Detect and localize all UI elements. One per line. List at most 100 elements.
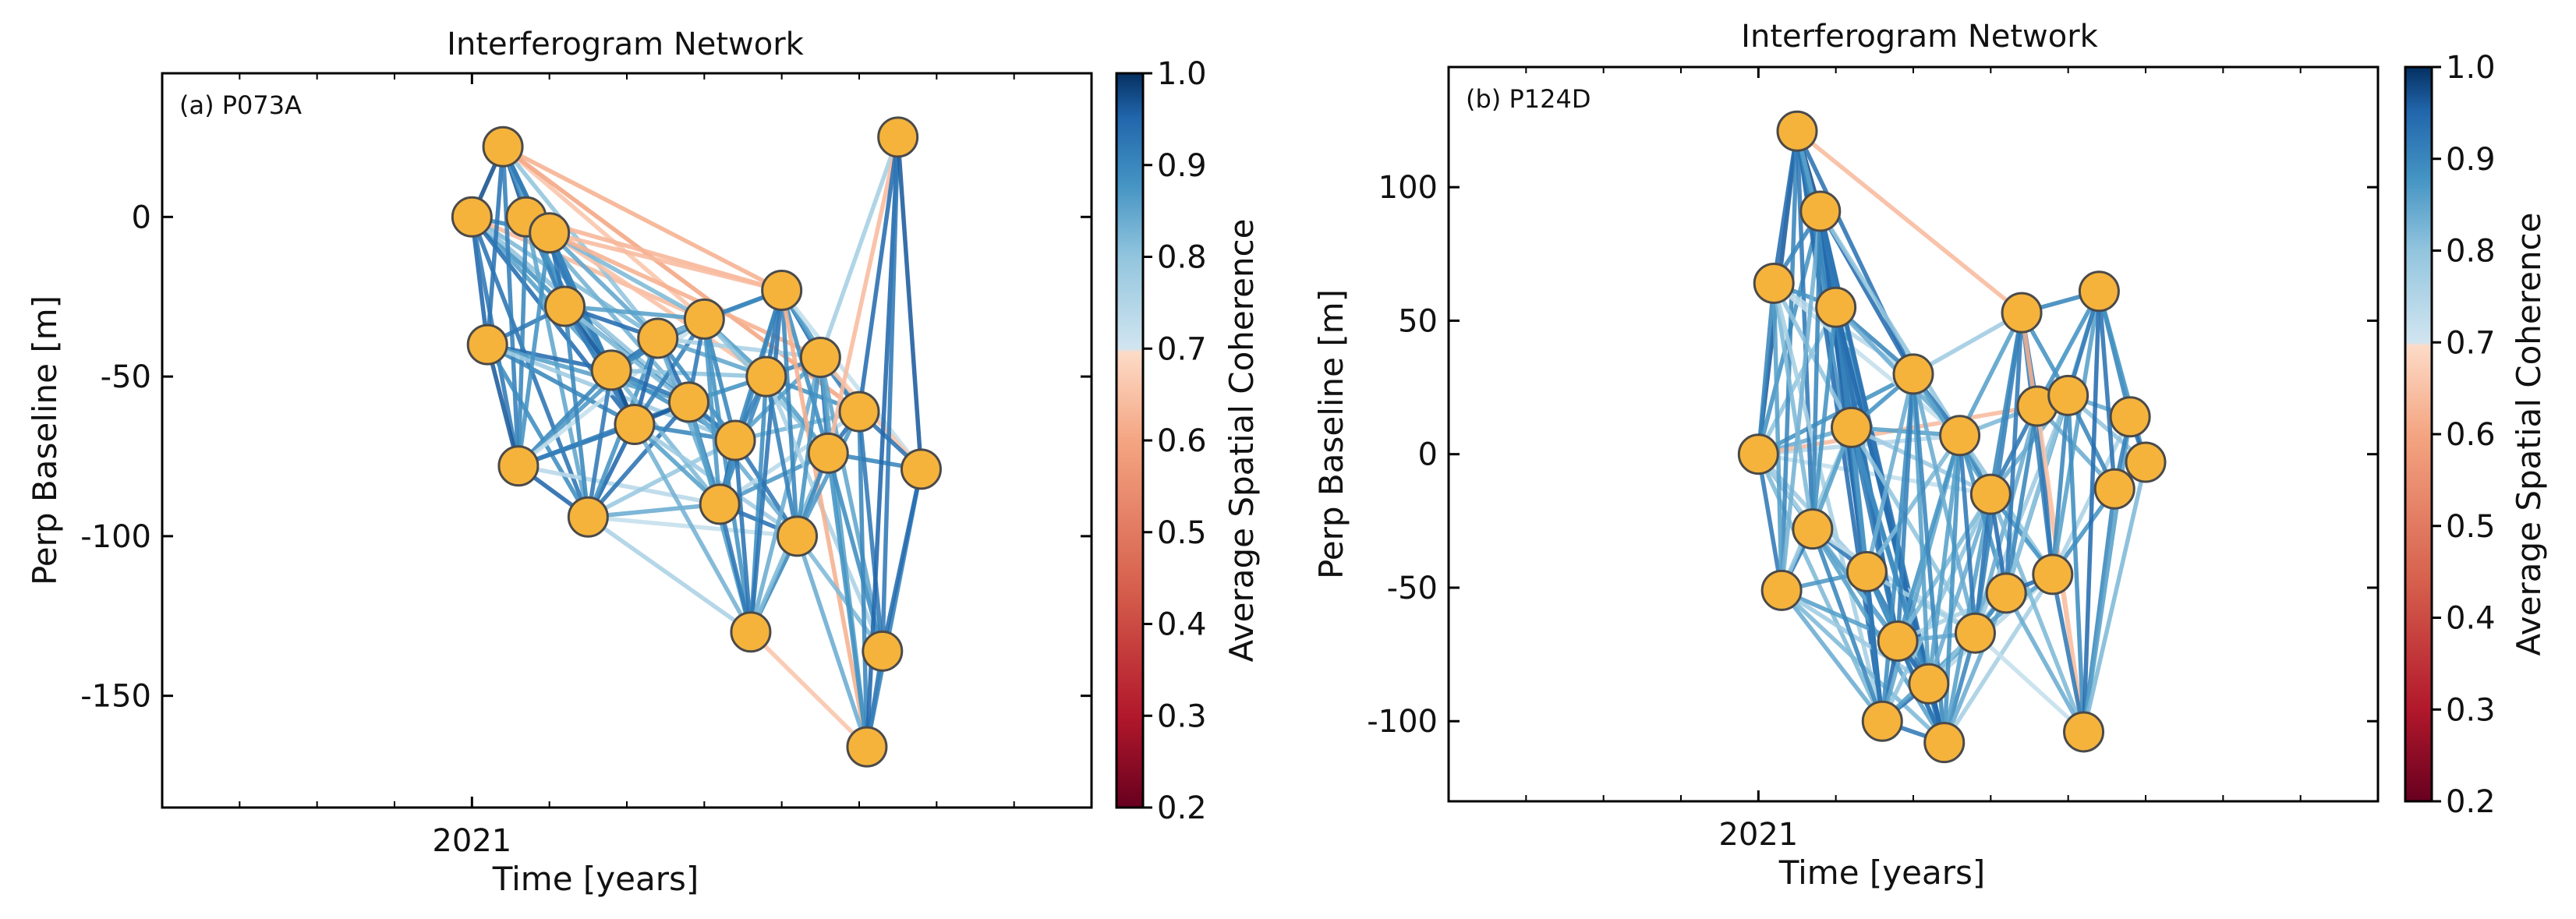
acquisition-node	[637, 317, 679, 359]
interferogram-edge	[485, 342, 591, 520]
interferogram-edge	[2097, 288, 2118, 491]
acquisition-node	[567, 496, 609, 538]
interferogram-edge	[857, 409, 869, 749]
acquisition-node	[1954, 612, 1996, 654]
colorbar-tick-label: 0.9	[1157, 148, 1207, 184]
interferogram-edge	[1957, 433, 2008, 596]
interferogram-edge	[779, 288, 800, 539]
interferogram-edge	[1973, 404, 2040, 635]
acquisition-node	[482, 125, 524, 168]
acquisition-node	[1892, 353, 1934, 395]
interferogram-edge	[895, 135, 924, 472]
interferogram-edge	[717, 502, 753, 634]
interferogram-edge	[524, 214, 591, 520]
acquisition-node	[683, 298, 725, 340]
interferogram-edge	[1771, 281, 1815, 532]
acquisition-node	[761, 270, 803, 312]
acquisition-node	[529, 212, 571, 254]
interferogram-edge	[1779, 209, 1823, 593]
y-tick-label: -50	[1387, 571, 1438, 606]
interferogram-edge	[562, 304, 707, 322]
acquisition-node	[1760, 569, 1803, 611]
interferogram-edge	[733, 438, 753, 634]
y-tick-label: 50	[1398, 303, 1438, 339]
colorbar-gradient	[1115, 72, 1145, 809]
interferogram-edge	[2065, 393, 2086, 734]
interferogram-edge	[2004, 310, 2024, 596]
acquisition-node	[862, 630, 904, 672]
interferogram-edge	[501, 144, 521, 468]
acquisition-node	[807, 432, 849, 474]
interferogram-edge	[1795, 129, 2024, 315]
y-axis-label: Perp Baseline [m]	[26, 295, 64, 585]
interferogram-edge	[586, 438, 738, 520]
colorbar-tick-label: 0.2	[2446, 784, 2496, 820]
interferogram-edge	[2051, 572, 2086, 734]
x-axis-label: Time [years]	[492, 860, 699, 898]
interferogram-edge	[1957, 310, 2024, 438]
acquisition-node	[838, 391, 880, 433]
x-tick-label: 2021	[432, 823, 511, 859]
colorbar-tick-label: 0.4	[1157, 607, 1207, 643]
acquisition-node	[1845, 550, 1888, 592]
interferogram-edge	[857, 135, 901, 414]
interferogram-edge	[794, 534, 869, 749]
y-tick-label: 0	[132, 200, 151, 235]
interferogram-edge	[826, 135, 901, 456]
acquisition-node	[777, 515, 819, 557]
colorbar-tick-label: 0.9	[2446, 142, 2496, 178]
colorbar-tick-label: 0.7	[2446, 325, 2496, 361]
acquisition-node	[730, 611, 772, 653]
interferogram-edge	[1927, 433, 1962, 687]
interferogram-edge	[1864, 372, 1916, 574]
interferogram-edge	[1756, 451, 1784, 593]
acquisition-nodes	[451, 116, 942, 768]
acquisition-node	[544, 285, 586, 327]
acquisition-node	[2078, 270, 2120, 313]
chart-title: Interferogram Network	[447, 27, 804, 62]
colorbar-tick-label: 0.3	[1157, 698, 1207, 734]
interferogram-edge	[547, 231, 707, 322]
y-tick-label: -150	[80, 679, 151, 715]
y-tick-label: 0	[1418, 437, 1438, 473]
acquisition-node	[1792, 508, 1834, 550]
interferogram-edge	[1973, 631, 2086, 734]
interferogram-edge	[1988, 310, 2024, 497]
interferogram-edge	[586, 368, 614, 520]
interferogram-edge	[779, 288, 869, 749]
interferogram-edge	[1810, 526, 1885, 723]
acquisition-node	[2063, 711, 2105, 753]
interferogram-edge	[2051, 288, 2102, 577]
interferogram-edge	[2081, 414, 2132, 734]
interferogram-edge	[794, 409, 862, 539]
acquisition-nodes	[1737, 110, 2167, 764]
panel-label: (b) P124D	[1466, 84, 1591, 114]
acquisition-node	[846, 726, 888, 768]
colorbar-tick-label: 0.6	[1157, 423, 1207, 459]
acquisition-node	[745, 355, 787, 398]
interferogram-edge	[1911, 372, 1978, 635]
colorbar-tick-label: 0.5	[2446, 509, 2496, 545]
interferogram-edge	[2035, 288, 2102, 408]
interferogram-edge	[485, 144, 505, 347]
acquisition-node	[1939, 415, 1981, 457]
interferogram-edge	[794, 534, 885, 654]
acquisition-node	[451, 196, 493, 238]
acquisition-node	[466, 323, 508, 366]
interferogram-edge	[1895, 372, 1916, 644]
interferogram-edge	[1756, 281, 1776, 457]
interferogram-edge	[609, 368, 722, 507]
interferogram-edge	[586, 502, 722, 520]
interferogram-edge	[748, 629, 869, 749]
chart-title: Interferogram Network	[1741, 19, 2098, 55]
acquisition-node	[590, 349, 632, 391]
colorbar-a: 0.2 0.3 0.4 0.5 0.6 0.7 0.8 0.9 1.0 Average Spati…	[1115, 56, 1261, 826]
acquisition-node	[714, 419, 756, 461]
acquisition-node	[1861, 700, 1903, 742]
acquisition-node	[1831, 406, 1873, 448]
interferogram-edge	[1810, 305, 1838, 532]
interferogram-edge	[1779, 588, 1885, 723]
interferogram-edge	[562, 304, 591, 520]
interferogram-edge	[2004, 404, 2040, 596]
